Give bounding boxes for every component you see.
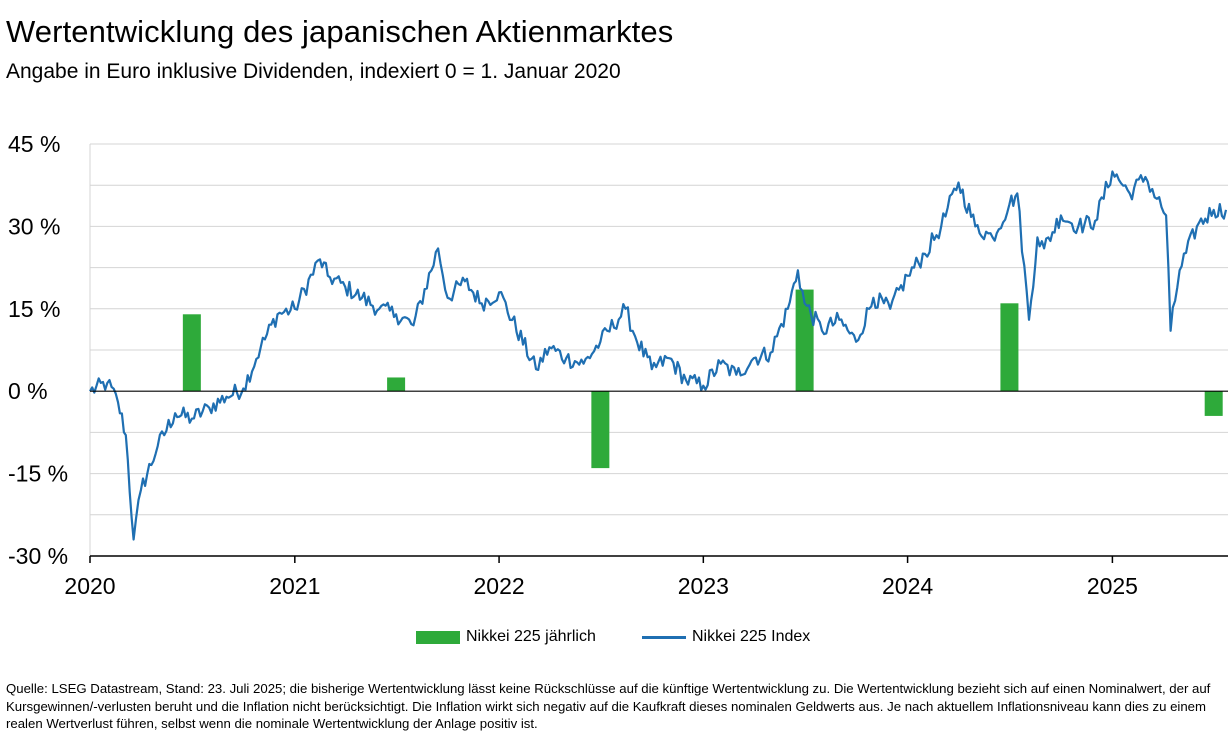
x-tick-label: 2024 — [882, 573, 933, 599]
chart-title: Wertentwicklung des japanischen Aktienma… — [6, 14, 674, 49]
y-tick-label: 30 % — [8, 213, 60, 239]
legend-swatch-line — [642, 635, 686, 639]
legend-label-line: Nikkei 225 Index — [692, 628, 811, 645]
y-tick-label: -30 % — [8, 543, 68, 569]
grid-layer — [89, 143, 1228, 557]
bar — [1000, 303, 1019, 392]
y-tick-label: -15 % — [8, 461, 68, 487]
legend-item-line: Nikkei 225 Index — [642, 628, 810, 646]
legend: Nikkei 225 jährlich Nikkei 225 Index — [0, 628, 1230, 656]
x-tick-label: 2023 — [678, 573, 729, 599]
legend-swatch-bar — [416, 630, 460, 644]
y-tick-label: 45 % — [8, 131, 60, 157]
y-tick-label: 0 % — [8, 378, 48, 404]
bar — [1204, 391, 1223, 416]
chart-subtitle: Angabe in Euro inklusive Dividenden, ind… — [6, 60, 621, 83]
x-tick-label: 2020 — [64, 573, 115, 599]
x-tick-label: 2025 — [1087, 573, 1138, 599]
x-axis: 2020 2021 2022 2023 2024 2025 — [64, 390, 1228, 599]
bar — [387, 377, 406, 392]
legend-item-bar: Nikkei 225 jährlich — [416, 628, 596, 646]
chart-area: 45 %30 %15 %0 %-15 %-30 % 2020 2021 2022 20… — [8, 131, 1228, 599]
y-axis-labels: 45 % 30 % 15 % 0 % -15 % -30 % — [8, 131, 68, 569]
x-tick-label: 2022 — [473, 573, 524, 599]
bar — [182, 314, 201, 392]
y-tick-label: 15 % — [8, 296, 60, 322]
index-line — [89, 170, 1228, 541]
x-tick-label: 2021 — [269, 573, 320, 599]
bar-series — [182, 289, 1223, 469]
bar — [795, 289, 814, 392]
legend-label-bar: Nikkei 225 jährlich — [466, 628, 596, 645]
source-note: Quelle: LSEG Datastream, Stand: 23. Juli… — [6, 681, 1211, 731]
bar — [591, 391, 610, 469]
line-series — [89, 170, 1228, 541]
